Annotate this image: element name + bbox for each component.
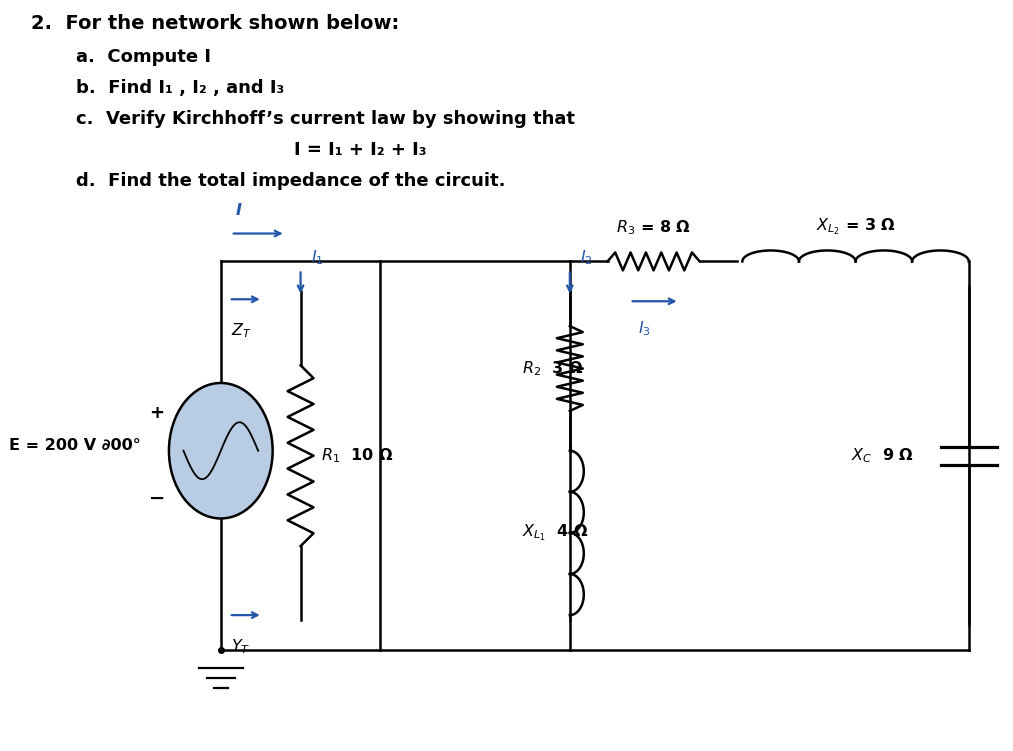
Text: d.  Find the total impedance of the circuit.: d. Find the total impedance of the circu…	[76, 172, 505, 190]
Text: a.  Compute I: a. Compute I	[76, 48, 211, 66]
Text: 2.  For the network shown below:: 2. For the network shown below:	[31, 14, 399, 33]
Text: $X_{L_1}$  4 Ω: $X_{L_1}$ 4 Ω	[522, 523, 589, 543]
Text: $Y_T$: $Y_T$	[231, 637, 250, 656]
Text: $R_2$  3 Ω: $R_2$ 3 Ω	[522, 359, 583, 378]
Ellipse shape	[169, 383, 272, 518]
Text: $R_3$ = 8 Ω: $R_3$ = 8 Ω	[616, 218, 691, 237]
Text: $X_{L_2}$ = 3 Ω: $X_{L_2}$ = 3 Ω	[815, 216, 895, 237]
Text: $I_1$: $I_1$	[311, 249, 323, 267]
Text: b.  Find I₁ , I₂ , and I₃: b. Find I₁ , I₂ , and I₃	[76, 79, 285, 97]
Text: $Z_T$: $Z_T$	[231, 321, 251, 340]
Text: $R_1$  10 Ω: $R_1$ 10 Ω	[320, 446, 393, 465]
Text: −: −	[149, 489, 165, 508]
Text: +: +	[150, 404, 164, 422]
Text: $I_3$: $I_3$	[637, 319, 650, 338]
Text: I = I₁ + I₂ + I₃: I = I₁ + I₂ + I₃	[294, 141, 426, 159]
Text: $X_C$  9 Ω: $X_C$ 9 Ω	[851, 446, 914, 465]
Text: E = 200 V ∂00°: E = 200 V ∂00°	[9, 439, 141, 454]
Text: $I_2$: $I_2$	[579, 249, 593, 267]
Text: I: I	[236, 203, 242, 218]
Text: c.  Verify Kirchhoff’s current law by showing that: c. Verify Kirchhoff’s current law by sho…	[76, 110, 575, 128]
